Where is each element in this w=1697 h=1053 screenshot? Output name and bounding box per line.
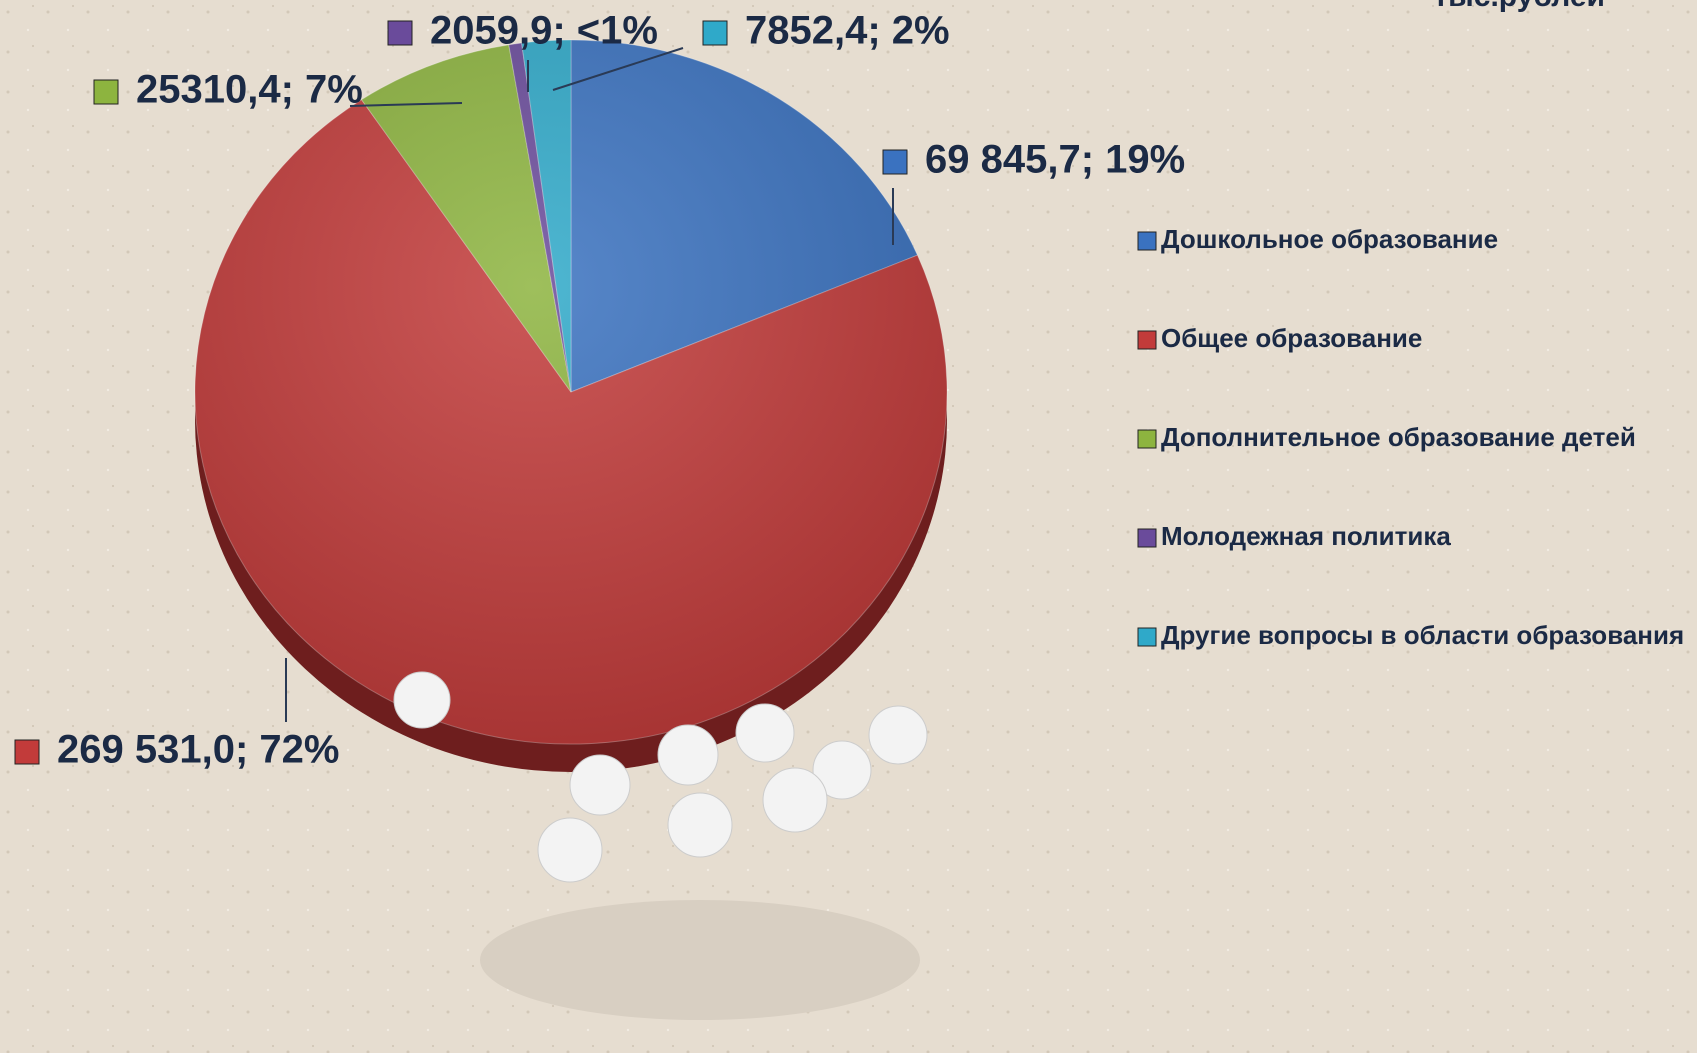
label-swatch bbox=[882, 149, 908, 175]
leader-line bbox=[552, 47, 684, 91]
legend-swatch bbox=[1137, 231, 1157, 251]
audience-illustration bbox=[393, 671, 928, 1020]
legend-label: Другие вопросы в области образования bbox=[1161, 620, 1684, 650]
leader-line bbox=[349, 102, 463, 107]
legend-label: Дополнительное образование детей bbox=[1161, 422, 1636, 452]
legend-swatch bbox=[1137, 627, 1157, 647]
legend-label: Общее образование bbox=[1161, 323, 1422, 353]
data-label: 25310,4; 7% bbox=[136, 68, 363, 112]
legend-label: Молодежная политика bbox=[1161, 521, 1451, 551]
label-swatch bbox=[387, 20, 413, 46]
label-swatch bbox=[93, 79, 119, 105]
legend-swatch bbox=[1137, 330, 1157, 350]
legend-label: Дошкольное образование bbox=[1161, 224, 1498, 254]
data-label: 7852,4; 2% bbox=[745, 9, 950, 53]
data-label: 69 845,7; 19% bbox=[925, 138, 1185, 182]
legend-swatch bbox=[1137, 429, 1157, 449]
unit-label: тыс.рублей bbox=[1433, 0, 1605, 13]
label-swatch bbox=[14, 739, 40, 765]
legend-swatch bbox=[1137, 528, 1157, 548]
label-swatch bbox=[702, 20, 728, 46]
data-label: 269 531,0; 72% bbox=[57, 728, 339, 772]
data-label: 2059,9; <1% bbox=[430, 9, 658, 53]
